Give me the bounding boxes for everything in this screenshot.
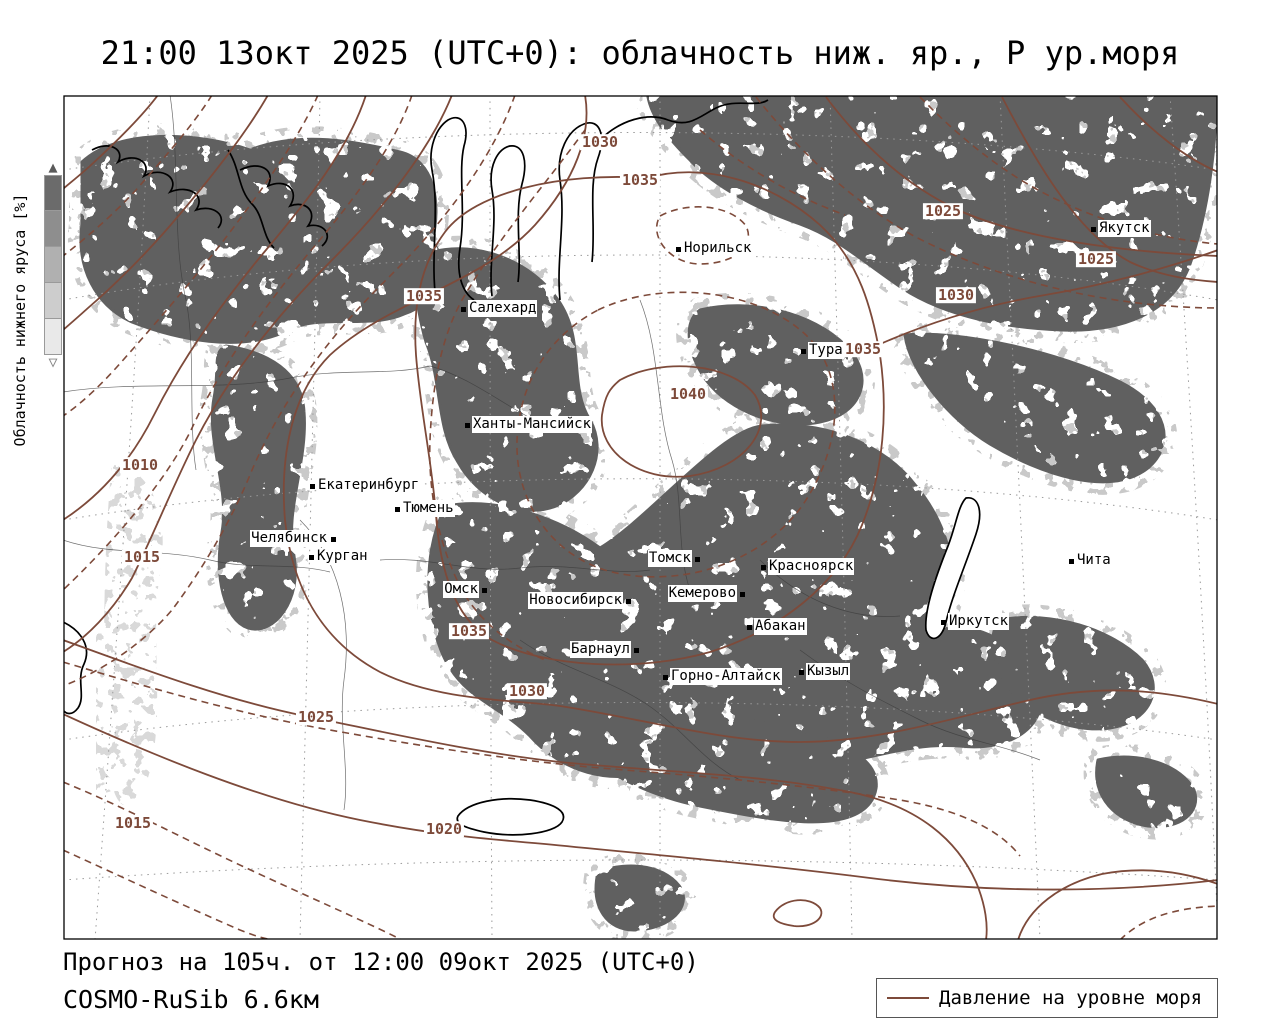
- colorbar-swatch: [44, 319, 62, 355]
- lake-zaysan: [456, 797, 565, 836]
- colorbar-arrow-up-icon: ▲: [48, 158, 58, 176]
- pressure-line-sample: [887, 997, 929, 999]
- graticule-lines: [64, 96, 1217, 939]
- lake-baikal: [924, 497, 981, 640]
- pressure-legend-label: Давление на уровне моря: [939, 987, 1203, 1009]
- colorbar-swatch: [44, 175, 62, 211]
- model-info: COSMO-RuSib 6.6км: [63, 985, 319, 1014]
- cloud-light-band: [96, 462, 163, 806]
- forecast-info: Прогноз на 105ч. от 12:00 09окт 2025 (UT…: [63, 948, 699, 976]
- colorbar-swatch: [44, 247, 62, 283]
- colorbar-arrow-down-icon: ▽: [48, 353, 58, 371]
- pressure-legend: Давление на уровне моря: [876, 978, 1218, 1018]
- map-frame: [63, 95, 1218, 940]
- coastlines: [64, 99, 981, 836]
- colorbar-swatch: [44, 283, 62, 319]
- isobar-lines: [64, 96, 1217, 939]
- page-title: 21:00 13окт 2025 (UTC+0): облачность ниж…: [100, 34, 1180, 72]
- colorbar-swatch: [44, 211, 62, 247]
